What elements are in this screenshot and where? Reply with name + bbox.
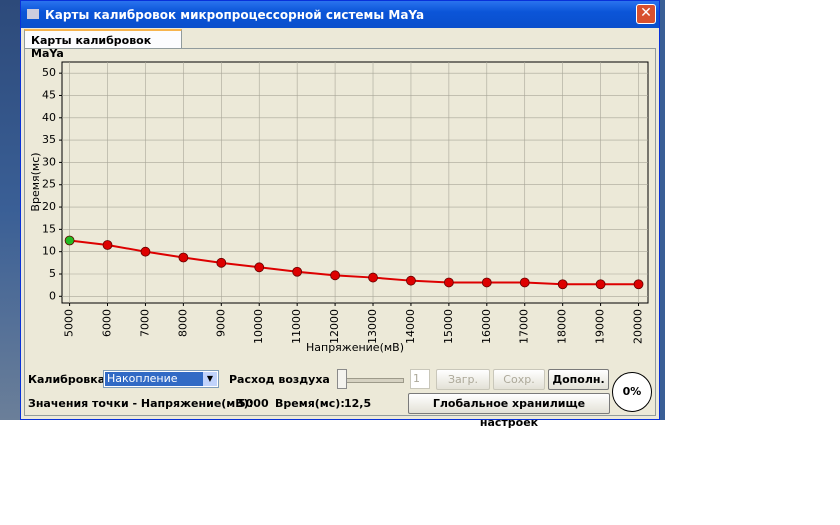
- save-button[interactable]: Сохр.: [493, 369, 545, 390]
- select-value: Накопление: [105, 372, 203, 386]
- status-voltage-value: 5000: [238, 397, 269, 410]
- y-tick-label: 0: [49, 289, 56, 302]
- x-axis-label: Напряжение(мВ): [306, 341, 404, 354]
- x-tick-label: 11000: [290, 309, 303, 344]
- x-tick-label: 7000: [138, 309, 151, 337]
- window-title: Карты калибровок микропроцессорной систе…: [45, 8, 425, 22]
- series-line: [69, 239, 639, 286]
- x-tick-label: 14000: [404, 309, 417, 344]
- x-tick-label: 13000: [366, 309, 379, 344]
- data-point: [216, 257, 227, 268]
- x-tick-label: 15000: [442, 309, 455, 344]
- plot-area: [61, 61, 649, 304]
- calibration-select[interactable]: Накопление ▼: [103, 370, 219, 388]
- x-tick-label: 5000: [63, 309, 76, 337]
- x-tick-label: 19000: [594, 309, 607, 344]
- airflow-input[interactable]: 1: [410, 369, 430, 389]
- background-image: [660, 0, 665, 420]
- y-tick-label: 50: [42, 66, 56, 79]
- x-tick-label: 17000: [518, 309, 531, 344]
- x-tick-label: 10000: [252, 309, 265, 344]
- background-image: [0, 0, 20, 420]
- y-tick-label: 5: [49, 267, 56, 280]
- title-bar: Карты калибровок микропроцессорной систе…: [21, 1, 659, 28]
- data-point: [519, 277, 530, 288]
- x-tick-label: 8000: [176, 309, 189, 337]
- tab[interactable]: Карты калибровок MaYa: [24, 29, 182, 60]
- data-point: [292, 266, 303, 277]
- y-tick-label: 10: [42, 245, 56, 258]
- x-tick-label: 16000: [480, 309, 493, 344]
- data-point: [443, 277, 454, 288]
- status-time-label: Время(мс):: [275, 397, 345, 410]
- progress-indicator: 0%: [612, 372, 652, 412]
- status-voltage-label: Значения точки - Напряжение(мВ):: [28, 397, 254, 410]
- more-button[interactable]: Дополн.: [548, 369, 609, 390]
- data-point: [64, 235, 75, 246]
- x-tick-label: 18000: [556, 309, 569, 344]
- data-point: [406, 275, 416, 286]
- data-point: [595, 279, 606, 290]
- calibration-label: Калибровка: [28, 373, 106, 386]
- data-point: [254, 262, 265, 273]
- close-button[interactable]: ✕: [636, 4, 656, 24]
- x-tick-label: 12000: [328, 309, 341, 344]
- data-point: [102, 240, 113, 250]
- y-tick-label: 30: [42, 155, 56, 168]
- data-point: [481, 277, 492, 288]
- x-tick-label: 6000: [101, 309, 114, 337]
- status-time-value: 12,5: [344, 397, 372, 410]
- slider-track: [338, 378, 404, 383]
- tab-panel: [24, 48, 656, 416]
- data-point: [140, 246, 151, 257]
- airflow-label: Расход воздуха: [229, 373, 330, 386]
- y-tick-label: 45: [42, 88, 56, 101]
- y-tick-label: 20: [42, 200, 56, 213]
- data-point: [178, 252, 189, 263]
- x-tick-label: 20000: [632, 309, 645, 344]
- y-tick-label: 40: [42, 111, 56, 124]
- data-point: [330, 270, 340, 281]
- app-icon: [27, 9, 39, 19]
- y-tick-label: 25: [42, 178, 56, 191]
- data-point: [633, 279, 644, 290]
- slider-thumb[interactable]: [337, 369, 347, 389]
- load-button[interactable]: Загр.: [436, 369, 490, 390]
- data-point: [368, 272, 378, 283]
- data-point: [557, 279, 568, 290]
- y-tick-label: 15: [42, 222, 56, 235]
- global-settings-button[interactable]: Глобальное хранилище настроек: [408, 393, 610, 429]
- select-arrow[interactable]: ▼: [203, 372, 217, 386]
- y-tick-label: 35: [42, 133, 56, 146]
- y-axis-label: Время(мс): [29, 152, 42, 211]
- x-tick-label: 9000: [214, 309, 227, 337]
